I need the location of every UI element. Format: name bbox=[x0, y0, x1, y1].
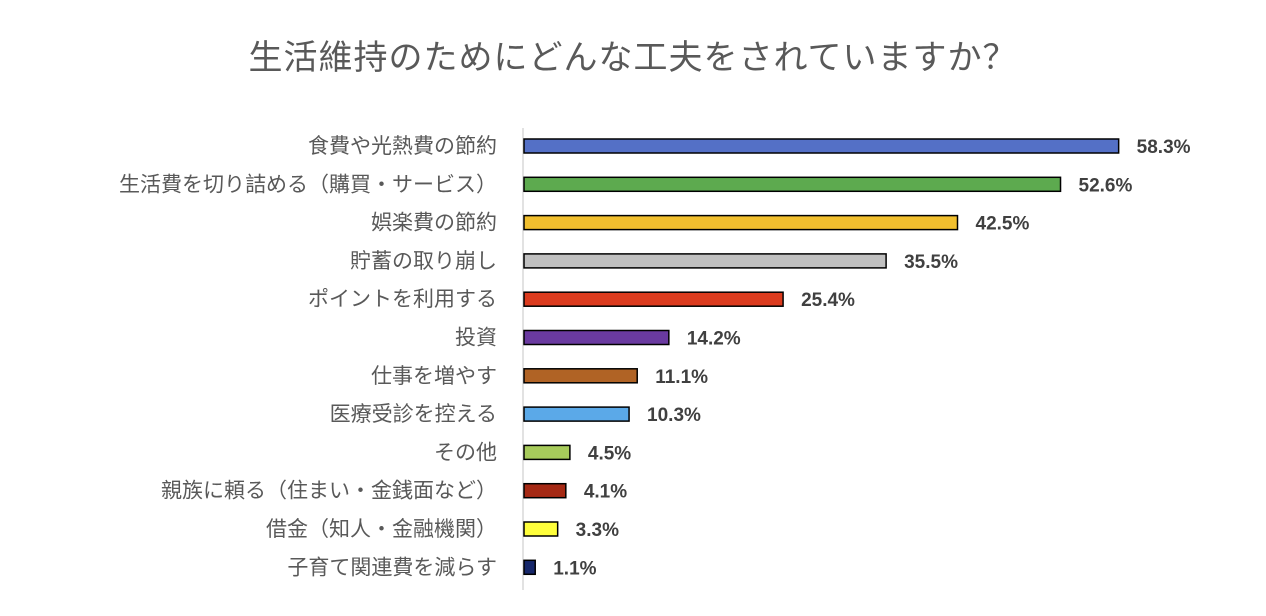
data-label: 58.3% bbox=[1137, 137, 1191, 158]
data-label: 42.5% bbox=[976, 214, 1030, 235]
data-label: 35.5% bbox=[904, 252, 958, 273]
data-label: 52.6% bbox=[1079, 175, 1133, 196]
bar bbox=[523, 176, 1062, 193]
category-label: 投資 bbox=[455, 326, 497, 350]
category-label: 貯蓄の取り崩し bbox=[350, 249, 497, 273]
category-label: 食費や光熱費の節約 bbox=[308, 134, 497, 158]
category-label: 借金（知人・金融機関） bbox=[266, 517, 497, 541]
data-label: 1.1% bbox=[553, 558, 596, 579]
data-label: 11.1% bbox=[655, 367, 708, 388]
category-label: 親族に頼る（住まい・金銭面など） bbox=[161, 479, 497, 503]
category-label: 仕事を増やす bbox=[371, 364, 497, 388]
bar bbox=[523, 444, 571, 461]
category-label: 医療受診を控える bbox=[330, 402, 497, 426]
bar bbox=[523, 138, 1120, 154]
category-label: その他 bbox=[434, 440, 497, 464]
category-label: 生活費を切り詰める（購買・サービス） bbox=[119, 172, 497, 196]
chart-title: 生活維持のためにどんな工夫をされていますか？ bbox=[248, 38, 1018, 78]
category-label: 子育て関連費を減らす bbox=[287, 555, 497, 579]
category-label: ポイントを利用する bbox=[308, 287, 497, 311]
data-label: 4.1% bbox=[584, 482, 627, 503]
bar bbox=[523, 521, 559, 537]
data-label: 14.2% bbox=[687, 329, 741, 350]
category-label: 娯楽費の節約 bbox=[371, 211, 497, 235]
bar bbox=[523, 253, 887, 269]
data-label: 3.3% bbox=[576, 520, 619, 541]
data-label: 25.4% bbox=[801, 290, 855, 311]
bar bbox=[523, 559, 536, 576]
bar bbox=[523, 368, 638, 384]
bar bbox=[523, 214, 959, 231]
data-label: 10.3% bbox=[647, 405, 701, 426]
bar bbox=[523, 291, 784, 307]
data-label: 4.5% bbox=[588, 443, 631, 464]
bar bbox=[523, 482, 567, 499]
bar bbox=[523, 329, 670, 346]
bar bbox=[523, 406, 630, 422]
